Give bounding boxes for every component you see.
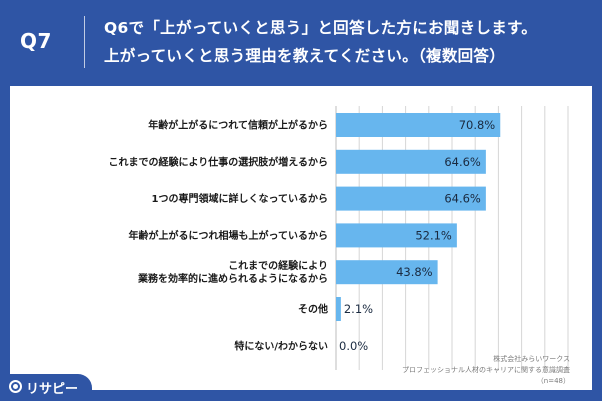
question-number: Q7 <box>20 29 52 53</box>
bar-chart: 70.8% 年齢が上がるにつれて信頼が上がるから 64.6% これまでの経験により仕事… <box>109 106 569 370</box>
value-label: 64.6% <box>444 192 481 206</box>
header-divider <box>84 16 85 68</box>
bar <box>336 297 341 321</box>
bar <box>336 149 486 174</box>
bar <box>336 260 438 285</box>
value-label: 43.8% <box>396 265 433 279</box>
category-label: 1つの専門領域に詳しくなっているから <box>152 192 328 205</box>
category-label: その他 <box>298 303 328 316</box>
brand-logo: リサピー <box>0 374 92 401</box>
value-label: 64.6% <box>444 155 481 169</box>
chart-panel: 70.8% 年齢が上がるにつれて信頼が上がるから 64.6% これまでの経験により仕事… <box>10 86 592 390</box>
category-label: 年齢が上がるにつれて信頼が上がるから <box>148 119 328 132</box>
category-label: 業務を効率的に進められるようになるから <box>137 272 328 285</box>
sample-size: （n=48） <box>536 377 570 385</box>
value-label: 0.0% <box>339 339 368 353</box>
value-label: 52.1% <box>415 228 452 242</box>
bar <box>336 186 486 211</box>
source-survey: プロフェッショナル人材のキャリアに関する意識調査 <box>402 366 570 374</box>
category-label: 特にない/わからない <box>234 339 328 352</box>
category-label: 年齢が上がるにつれ相場も上がっているから <box>129 229 329 242</box>
brand-mark-icon <box>9 380 22 393</box>
question-text-line-1: Q6で「上がっていくと思う」と回答した方にお聞きします。 <box>104 19 538 37</box>
category-label: これまでの経験により仕事の選択肢が増えるから <box>109 155 329 168</box>
category-label: これまでの経験により <box>228 259 328 272</box>
question-text-line-2: 上がっていくと思う理由を教えてください。（複数回答） <box>104 47 506 65</box>
value-label: 70.8% <box>459 118 496 132</box>
question-header: Q7 Q6で「上がっていくと思う」と回答した方にお聞きします。 上がっていくと思… <box>0 0 602 84</box>
brand-name: リサピー <box>26 382 79 397</box>
bar <box>336 113 501 137</box>
bar <box>336 223 457 248</box>
value-label: 2.1% <box>344 302 373 316</box>
source-company: 株式会社みらいワークス <box>493 355 570 363</box>
